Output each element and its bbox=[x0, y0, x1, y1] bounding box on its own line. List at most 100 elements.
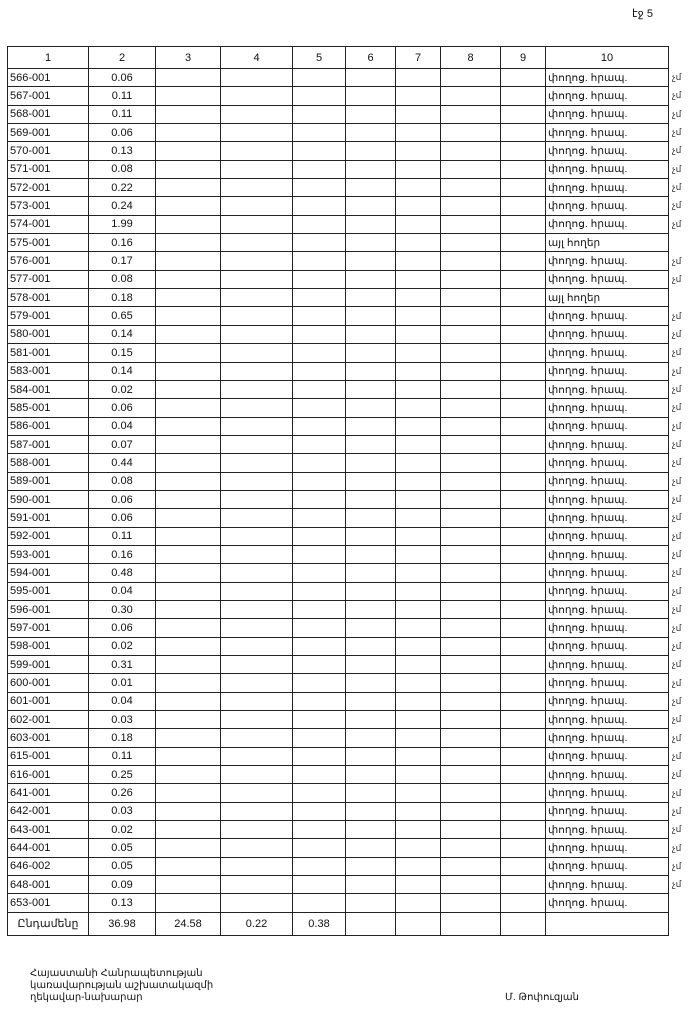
empty-cell bbox=[292, 581, 346, 601]
empty-cell bbox=[220, 398, 293, 418]
empty-cell bbox=[155, 636, 221, 657]
empty-cell bbox=[345, 379, 396, 400]
empty-cell bbox=[292, 856, 346, 877]
empty-cell bbox=[440, 416, 501, 436]
area-value: 0.02 bbox=[88, 820, 156, 840]
empty-cell bbox=[345, 453, 396, 473]
parcel-code: 653-001 bbox=[7, 893, 89, 913]
empty-cell bbox=[220, 159, 293, 180]
empty-cell bbox=[500, 599, 546, 620]
empty-cell bbox=[440, 838, 501, 858]
empty-cell bbox=[292, 526, 346, 546]
empty-cell bbox=[220, 801, 293, 822]
empty-cell bbox=[440, 691, 501, 712]
empty-cell bbox=[292, 783, 346, 803]
total-value: 24.58 bbox=[155, 911, 221, 936]
empty-cell bbox=[500, 765, 546, 785]
empty-cell bbox=[440, 343, 501, 363]
parcel-code: 593-001 bbox=[7, 544, 89, 565]
empty-cell bbox=[395, 636, 441, 657]
empty-cell bbox=[345, 728, 396, 748]
parcel-code: 590-001 bbox=[7, 489, 89, 510]
empty-cell bbox=[500, 214, 546, 235]
land-type: փողոց. հրապ. bbox=[545, 214, 669, 235]
empty-cell bbox=[440, 636, 501, 657]
empty-cell bbox=[220, 324, 293, 345]
empty-cell bbox=[292, 673, 346, 693]
empty-cell bbox=[500, 783, 546, 803]
page-number: էջ 5 bbox=[632, 8, 653, 20]
empty-cell bbox=[220, 728, 293, 748]
empty-cell bbox=[155, 361, 221, 381]
land-type: փողոց. հրապ. bbox=[545, 471, 669, 491]
empty-cell bbox=[345, 563, 396, 583]
empty-cell bbox=[395, 838, 441, 858]
land-type: փողոց. հրապ. bbox=[545, 783, 669, 803]
area-value: 0.44 bbox=[88, 453, 156, 473]
empty-cell bbox=[395, 875, 441, 895]
empty-cell bbox=[440, 911, 501, 936]
empty-cell bbox=[395, 820, 441, 840]
empty-cell bbox=[155, 820, 221, 840]
table-row: 592-001 0.11 փողոց. հրապ. bbox=[7, 526, 669, 546]
empty-cell bbox=[500, 893, 546, 913]
empty-cell bbox=[292, 196, 346, 216]
empty-cell bbox=[220, 233, 293, 253]
parcel-code: 601-001 bbox=[7, 691, 89, 712]
empty-cell bbox=[440, 324, 501, 345]
empty-cell bbox=[292, 746, 346, 767]
table-row: 641-001 0.26 փողոց. հրապ. bbox=[7, 783, 669, 803]
empty-cell bbox=[440, 654, 501, 675]
land-type: փողոց. հրապ. bbox=[545, 710, 669, 730]
empty-cell bbox=[395, 710, 441, 730]
land-type: փողոց. հրապ. bbox=[545, 765, 669, 785]
empty-cell bbox=[395, 471, 441, 491]
land-type: փողոց. հրապ. bbox=[545, 269, 669, 290]
empty-cell bbox=[500, 911, 546, 936]
empty-cell bbox=[292, 233, 346, 253]
empty-cell bbox=[292, 801, 346, 822]
land-type: փողոց. հրապ. bbox=[545, 159, 669, 180]
empty-cell bbox=[345, 636, 396, 657]
row-mark: չմ bbox=[672, 494, 682, 505]
table-row: 580-001 0.14 փողոց. հրապ. bbox=[7, 324, 669, 345]
parcel-code: 573-001 bbox=[7, 196, 89, 216]
area-value: 0.06 bbox=[88, 67, 156, 88]
parcel-code: 576-001 bbox=[7, 251, 89, 271]
area-value: 0.11 bbox=[88, 104, 156, 125]
land-type: փողոց. հրապ. bbox=[545, 691, 669, 712]
empty-cell bbox=[500, 288, 546, 308]
empty-cell bbox=[395, 691, 441, 712]
empty-cell bbox=[440, 86, 501, 106]
empty-cell bbox=[292, 434, 346, 455]
empty-cell bbox=[440, 673, 501, 693]
empty-cell bbox=[155, 856, 221, 877]
empty-cell bbox=[292, 838, 346, 858]
empty-cell bbox=[292, 508, 346, 528]
area-value: 0.14 bbox=[88, 361, 156, 381]
empty-cell bbox=[220, 508, 293, 528]
empty-cell bbox=[220, 838, 293, 858]
empty-cell bbox=[440, 875, 501, 895]
empty-cell bbox=[345, 618, 396, 638]
empty-cell bbox=[395, 159, 441, 180]
empty-cell bbox=[155, 838, 221, 858]
area-value: 0.48 bbox=[88, 563, 156, 583]
parcel-code: 583-001 bbox=[7, 361, 89, 381]
row-mark: չմ bbox=[672, 182, 682, 193]
empty-cell bbox=[345, 416, 396, 436]
land-type: փողոց. հրապ. bbox=[545, 581, 669, 601]
empty-cell bbox=[500, 233, 546, 253]
empty-cell bbox=[220, 856, 293, 877]
column-header: 10 bbox=[545, 46, 669, 69]
parcel-code: 648-001 bbox=[7, 875, 89, 895]
empty-cell bbox=[395, 654, 441, 675]
land-type: փողոց. հրապ. bbox=[545, 673, 669, 693]
empty-cell bbox=[500, 636, 546, 657]
empty-cell bbox=[500, 178, 546, 198]
empty-cell bbox=[345, 765, 396, 785]
empty-cell bbox=[292, 306, 346, 326]
empty-cell bbox=[155, 544, 221, 565]
empty-cell bbox=[220, 783, 293, 803]
row-mark: չմ bbox=[672, 806, 682, 816]
